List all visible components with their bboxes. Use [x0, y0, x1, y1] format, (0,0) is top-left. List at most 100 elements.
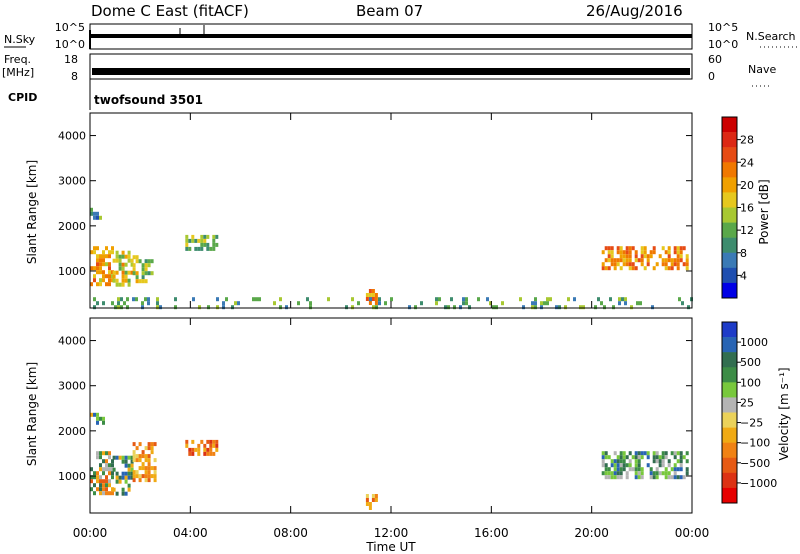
echo-cell	[619, 451, 623, 456]
echo-cell	[153, 458, 157, 463]
echo-cell	[102, 420, 105, 425]
echo-cell	[102, 274, 105, 279]
echo-cell	[141, 275, 145, 280]
date-title: 26/Aug/2016	[586, 2, 683, 20]
echo-cell	[667, 254, 671, 259]
echo-cell	[345, 305, 348, 310]
echo-cell	[93, 215, 96, 220]
echo-cell	[655, 262, 659, 267]
echo-cell	[371, 494, 375, 498]
echo-cell	[121, 459, 125, 464]
echo-cell	[658, 463, 662, 468]
echo-cell	[679, 475, 683, 480]
echo-cell	[679, 463, 683, 468]
echo-cell	[640, 262, 644, 267]
echo-cell	[601, 451, 605, 456]
echo-cell	[105, 262, 108, 267]
echo-cell	[141, 271, 145, 276]
echo-cell	[135, 470, 139, 475]
echo-cell	[153, 478, 157, 483]
echo-cell	[607, 467, 611, 472]
echo-cell	[664, 471, 668, 476]
echo-cell	[138, 279, 142, 284]
echo-cell	[174, 297, 177, 302]
echo-cell	[96, 412, 99, 417]
echo-cell	[685, 266, 689, 271]
colorbar-swatch	[722, 222, 737, 238]
echo-cell	[127, 254, 131, 259]
echo-cell	[99, 475, 102, 480]
echo-cell	[99, 254, 102, 259]
echo-cell	[607, 254, 611, 259]
echo-cell	[610, 246, 614, 251]
echo-cell	[102, 416, 105, 421]
colorbar-tick-label: 28	[740, 134, 754, 147]
echo-cell	[613, 262, 617, 267]
echo-cell	[115, 475, 119, 480]
echo-cell	[93, 471, 96, 476]
echo-cell	[679, 459, 683, 464]
echo-cell	[637, 471, 641, 476]
echo-cell	[147, 446, 151, 451]
echo-cell	[141, 450, 145, 455]
echo-cell	[130, 471, 134, 476]
echo-cell	[200, 234, 204, 239]
echo-cell	[111, 471, 114, 476]
echo-cell	[130, 258, 134, 263]
echo-cell	[138, 259, 142, 264]
echo-cell	[96, 246, 99, 251]
echo-cell	[477, 297, 480, 302]
colorbar-swatch	[722, 237, 737, 254]
echo-cell	[522, 305, 525, 310]
echo-cell	[200, 242, 204, 247]
sky-tick-right-bottom: 10^0	[708, 38, 738, 51]
echo-cell	[90, 479, 93, 484]
echo-cell	[594, 305, 597, 310]
colorbar-tick-label: 24	[740, 156, 754, 169]
echo-cell	[567, 297, 570, 302]
echo-cell	[147, 478, 151, 483]
echo-cell	[121, 274, 125, 279]
echo-cell	[637, 455, 641, 460]
echo-cell	[90, 487, 93, 492]
echo-cell	[685, 459, 689, 464]
echo-cell	[655, 467, 659, 472]
echo-cell	[96, 487, 99, 492]
echo-cell	[365, 498, 369, 502]
y-tick-label: 3000	[58, 380, 86, 393]
echo-cell	[628, 250, 632, 255]
colorbar-swatch	[722, 397, 737, 413]
echo-cell	[670, 451, 674, 456]
echo-cell	[127, 278, 131, 283]
echo-cell	[655, 455, 659, 460]
echo-cell	[651, 305, 654, 310]
echo-cell	[102, 479, 105, 484]
echo-cell	[616, 262, 620, 267]
echo-cell	[115, 491, 119, 496]
sky-right-label: N.Search	[746, 30, 796, 43]
echo-cell	[147, 271, 151, 276]
echo-cell	[144, 271, 148, 276]
colorbar-tick-label: −100	[740, 437, 770, 450]
echo-cell	[150, 450, 154, 455]
echo-cell	[670, 262, 674, 267]
echo-cell	[111, 463, 114, 468]
colorbar-tick-label: 20	[740, 179, 754, 192]
echo-cell	[105, 487, 108, 492]
colorbar-tick-label: −25	[740, 417, 763, 430]
echo-cell	[273, 301, 276, 306]
time-axis-label: Time UT	[365, 540, 416, 554]
echo-cell	[99, 262, 102, 267]
echo-cell	[597, 297, 600, 302]
colorbar-tick-label: 1000	[740, 336, 768, 349]
echo-cell	[212, 234, 216, 239]
echo-cell	[115, 254, 119, 259]
echo-cell	[141, 263, 145, 268]
echo-cell	[616, 459, 620, 464]
echo-cell	[132, 478, 136, 483]
colorbar-swatch	[722, 472, 737, 489]
nave-right-label: Nave	[748, 63, 776, 76]
echo-cell	[619, 455, 623, 460]
x-tick-label: 12:00	[374, 526, 409, 540]
echo-cell	[661, 455, 665, 460]
